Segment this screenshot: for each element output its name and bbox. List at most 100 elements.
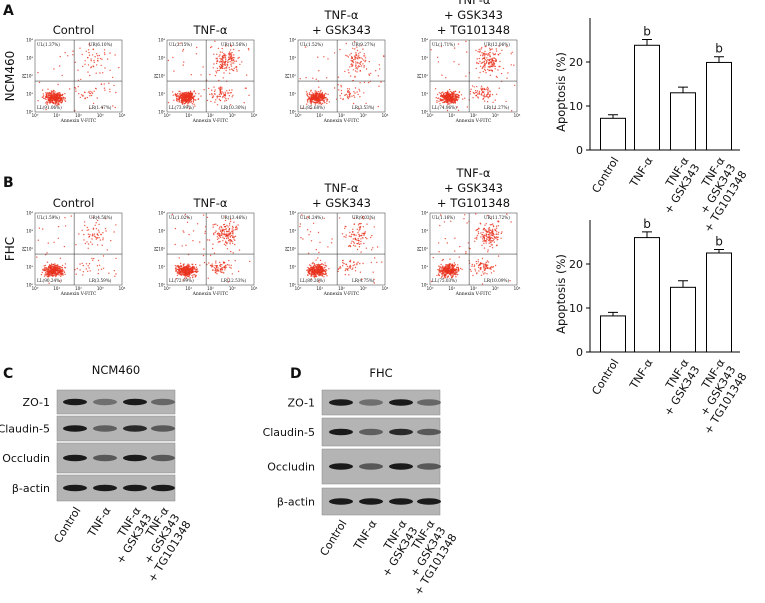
dot: [183, 231, 185, 233]
dot: [339, 266, 341, 268]
dot: [50, 97, 53, 99]
dot: [447, 98, 450, 101]
dot: [37, 100, 39, 102]
quadrant-label: UL(1.71%): [432, 42, 455, 47]
dot: [217, 70, 219, 72]
dot: [224, 225, 227, 228]
row-label: NCM460: [3, 51, 17, 102]
dot: [450, 275, 452, 277]
dot: [237, 270, 240, 273]
dot: [82, 264, 85, 267]
dot: [187, 104, 189, 106]
dot: [450, 102, 452, 104]
dot: [442, 265, 444, 267]
dot: [103, 49, 106, 51]
dot: [467, 242, 470, 244]
dot: [219, 269, 222, 271]
dot: [350, 235, 352, 237]
dot: [88, 263, 91, 265]
dot: [232, 231, 234, 233]
dot: [453, 264, 456, 267]
dot: [445, 77, 447, 79]
x-tick-label: 10³: [97, 113, 104, 118]
dot: [319, 268, 321, 270]
y-axis-label: Apoptosis (%): [554, 52, 568, 132]
dot: [344, 227, 346, 230]
dot: [365, 247, 367, 249]
dot: [228, 92, 230, 94]
dot: [448, 265, 450, 267]
dot: [477, 232, 480, 235]
dot: [102, 267, 105, 269]
dot: [176, 265, 178, 267]
dot: [477, 259, 479, 261]
dot: [315, 78, 317, 80]
dot: [214, 40, 216, 42]
dot: [351, 240, 353, 242]
dot: [353, 264, 356, 266]
dot: [313, 98, 315, 100]
dot: [353, 91, 355, 93]
dot: [352, 233, 354, 236]
dot: [84, 221, 86, 223]
dot: [356, 46, 358, 48]
dot: [222, 77, 224, 79]
dot: [36, 256, 38, 258]
quadrant-label: LL(85.68%): [300, 105, 325, 110]
dot: [439, 98, 442, 100]
dot: [492, 61, 494, 63]
dot: [226, 248, 229, 250]
bar: [670, 92, 696, 151]
x-tick-label: 10¹: [448, 113, 455, 118]
blot-band: [63, 425, 87, 432]
dot: [345, 234, 347, 236]
dot: [315, 90, 317, 93]
dot: [359, 235, 362, 237]
dot: [447, 99, 450, 102]
dot: [342, 98, 344, 101]
dot: [487, 97, 489, 99]
y-tick-label: 10²: [421, 74, 428, 79]
dot: [353, 41, 356, 43]
dot: [214, 89, 216, 91]
dot: [53, 271, 56, 273]
dot: [448, 88, 451, 91]
y-tick-label: 10¹: [158, 92, 165, 97]
quadrant-label: UL(1.16%): [432, 215, 455, 220]
y-tick-label: 10⁰: [421, 283, 428, 288]
dot: [189, 277, 191, 279]
dot: [482, 97, 485, 100]
plot-title: TNF-α + GSK343: [312, 8, 371, 37]
dot: [486, 88, 488, 90]
dot: [352, 267, 354, 269]
dot: [60, 102, 63, 104]
dot: [494, 99, 496, 101]
dot: [360, 251, 362, 253]
dot: [231, 273, 233, 275]
dot: [360, 240, 362, 243]
dot: [371, 234, 373, 237]
dot: [174, 265, 176, 267]
dot: [187, 94, 189, 97]
dot: [493, 270, 495, 272]
dot: [486, 260, 489, 262]
dot: [96, 97, 98, 99]
dot: [100, 64, 102, 67]
dot: [56, 104, 58, 106]
dot: [177, 98, 180, 100]
dot: [327, 93, 329, 96]
dot: [447, 263, 450, 266]
dot: [41, 271, 43, 274]
dot: [455, 99, 458, 101]
dot: [230, 60, 233, 62]
dot: [317, 231, 320, 234]
dot: [481, 238, 484, 240]
band-label: ZO-1: [288, 397, 315, 410]
dot: [48, 100, 50, 102]
dot: [484, 54, 486, 56]
dot: [490, 69, 492, 71]
dot: [363, 55, 365, 57]
dot: [46, 275, 48, 278]
dot: [340, 92, 343, 95]
y-tick-label: 10⁴: [26, 38, 33, 43]
